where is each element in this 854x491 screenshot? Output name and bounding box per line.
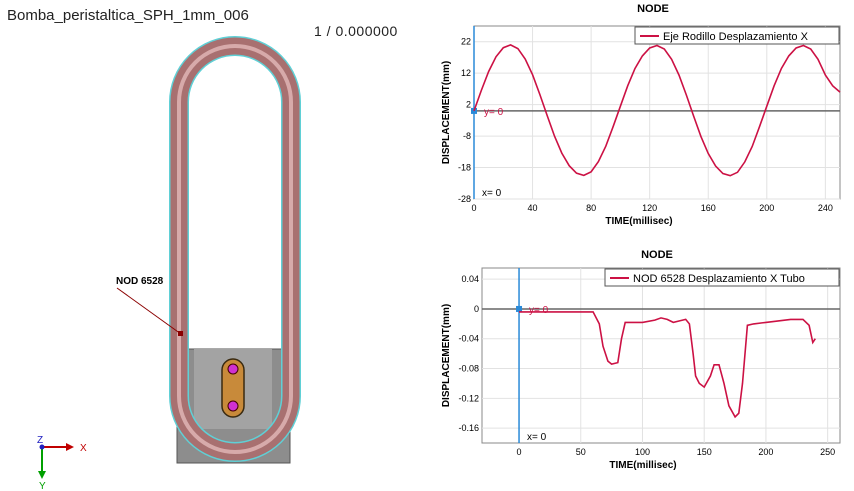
chart2-plot-area	[481, 267, 841, 444]
chart2-x-tick-label: 100	[635, 447, 650, 457]
model-viewport[interactable]: NOD 6528 X Y Z	[0, 0, 430, 491]
axis-y-label: Y	[39, 481, 46, 491]
chart-roller-displacement[interactable]: NODE 0 40 80 120 160 200 240 22 12 2 -8 -18 -28 y= 0 x=…	[436, 0, 854, 240]
chart2-y-tick-label: 0	[474, 304, 479, 314]
node-leader-line	[116, 287, 182, 335]
roller-link[interactable]	[221, 358, 245, 418]
chart1-x-tick-label: 160	[701, 203, 716, 213]
chart1-cursor-marker[interactable]	[471, 107, 477, 114]
chart2-y-tick-label: -0.04	[458, 334, 479, 344]
chart2-ref-x-label: x= 0	[527, 432, 547, 443]
chart2-x-tick-label: 200	[758, 447, 773, 457]
chart1-y-tick-label: 12	[461, 68, 471, 78]
roller-pin-bottom	[227, 400, 239, 412]
chart1-x-tick-label: 240	[818, 203, 833, 213]
axis-z-label: Z	[37, 435, 43, 446]
chart2-x-tick-label: 250	[820, 447, 835, 457]
chart1-x-tick-label: 200	[759, 203, 774, 213]
node-marker[interactable]	[178, 331, 183, 336]
frame-counter: 1 / 0.000000	[314, 23, 398, 39]
chart1-series-line[interactable]	[473, 44, 841, 177]
chart1-x-tick-label: 80	[586, 203, 596, 213]
chart2-y-tick-label: -0.12	[458, 393, 479, 403]
chart1-y-tick-label: -8	[463, 131, 471, 141]
chart1-title: NODE	[637, 3, 669, 15]
chart2-y-tick-label: -0.08	[458, 364, 479, 374]
chart2-x-tick-label: 0	[517, 447, 522, 457]
chart1-y-tick-label: -28	[458, 194, 471, 204]
axis-y-arrow-icon	[38, 471, 46, 479]
chart1-ref-x-label: x= 0	[482, 188, 502, 199]
chart1-y-tick-label: -18	[458, 163, 471, 173]
chart2-y-tick-label: -0.16	[458, 423, 479, 433]
chart2-x-tick-label: 150	[697, 447, 712, 457]
chart1-x-tick-label: 120	[642, 203, 657, 213]
chart2-y-tick-label: 0.04	[461, 274, 479, 284]
axis-x-arrow-icon	[66, 443, 74, 451]
chart2-cursor-marker[interactable]	[516, 305, 523, 312]
model-title: Bomba_peristaltica_SPH_1mm_006	[7, 7, 249, 24]
chart2-x-axis-label: TIME(millisec)	[609, 460, 676, 471]
tube-highlight	[177, 44, 293, 454]
chart1-plot-area	[473, 25, 841, 200]
chart1-y-tick-label: 22	[461, 37, 471, 47]
chart1-legend[interactable]	[634, 26, 840, 45]
chart2-legend-label: NOD 6528 Desplazamiento X Tubo	[633, 273, 805, 285]
node-label: NOD 6528	[116, 276, 164, 287]
chart1-x-tick-label: 40	[528, 203, 538, 213]
chart1-x-axis-label: TIME(millisec)	[605, 216, 672, 227]
chart2-y-axis-label: DISPLACEMENT(mm)	[441, 304, 452, 407]
chart2-series-line[interactable]	[519, 311, 816, 419]
chart1-ref-y-label: y= 0	[484, 107, 504, 118]
chart2-ref-y-label: y= 0	[529, 305, 549, 316]
axis-z-dot-icon	[39, 444, 45, 450]
chart-node-displacement[interactable]: NODE 0 50 100 150 200 250 0.04 0 -0.04 -0.08 -0.12 -…	[436, 244, 854, 480]
axis-x-label: X	[80, 443, 87, 454]
chart2-x-tick-label: 50	[576, 447, 586, 457]
chart2-title: NODE	[641, 249, 673, 261]
chart1-y-tick-label: 2	[466, 100, 471, 110]
roller-pin-top	[227, 363, 239, 375]
chart1-x-tick-label: 0	[471, 203, 476, 213]
chart1-y-axis-label: DISPLACEMENT(mm)	[441, 61, 452, 164]
chart2-legend[interactable]	[604, 268, 840, 287]
chart1-legend-label: Eje Rodillo Desplazamiento X	[663, 31, 809, 43]
